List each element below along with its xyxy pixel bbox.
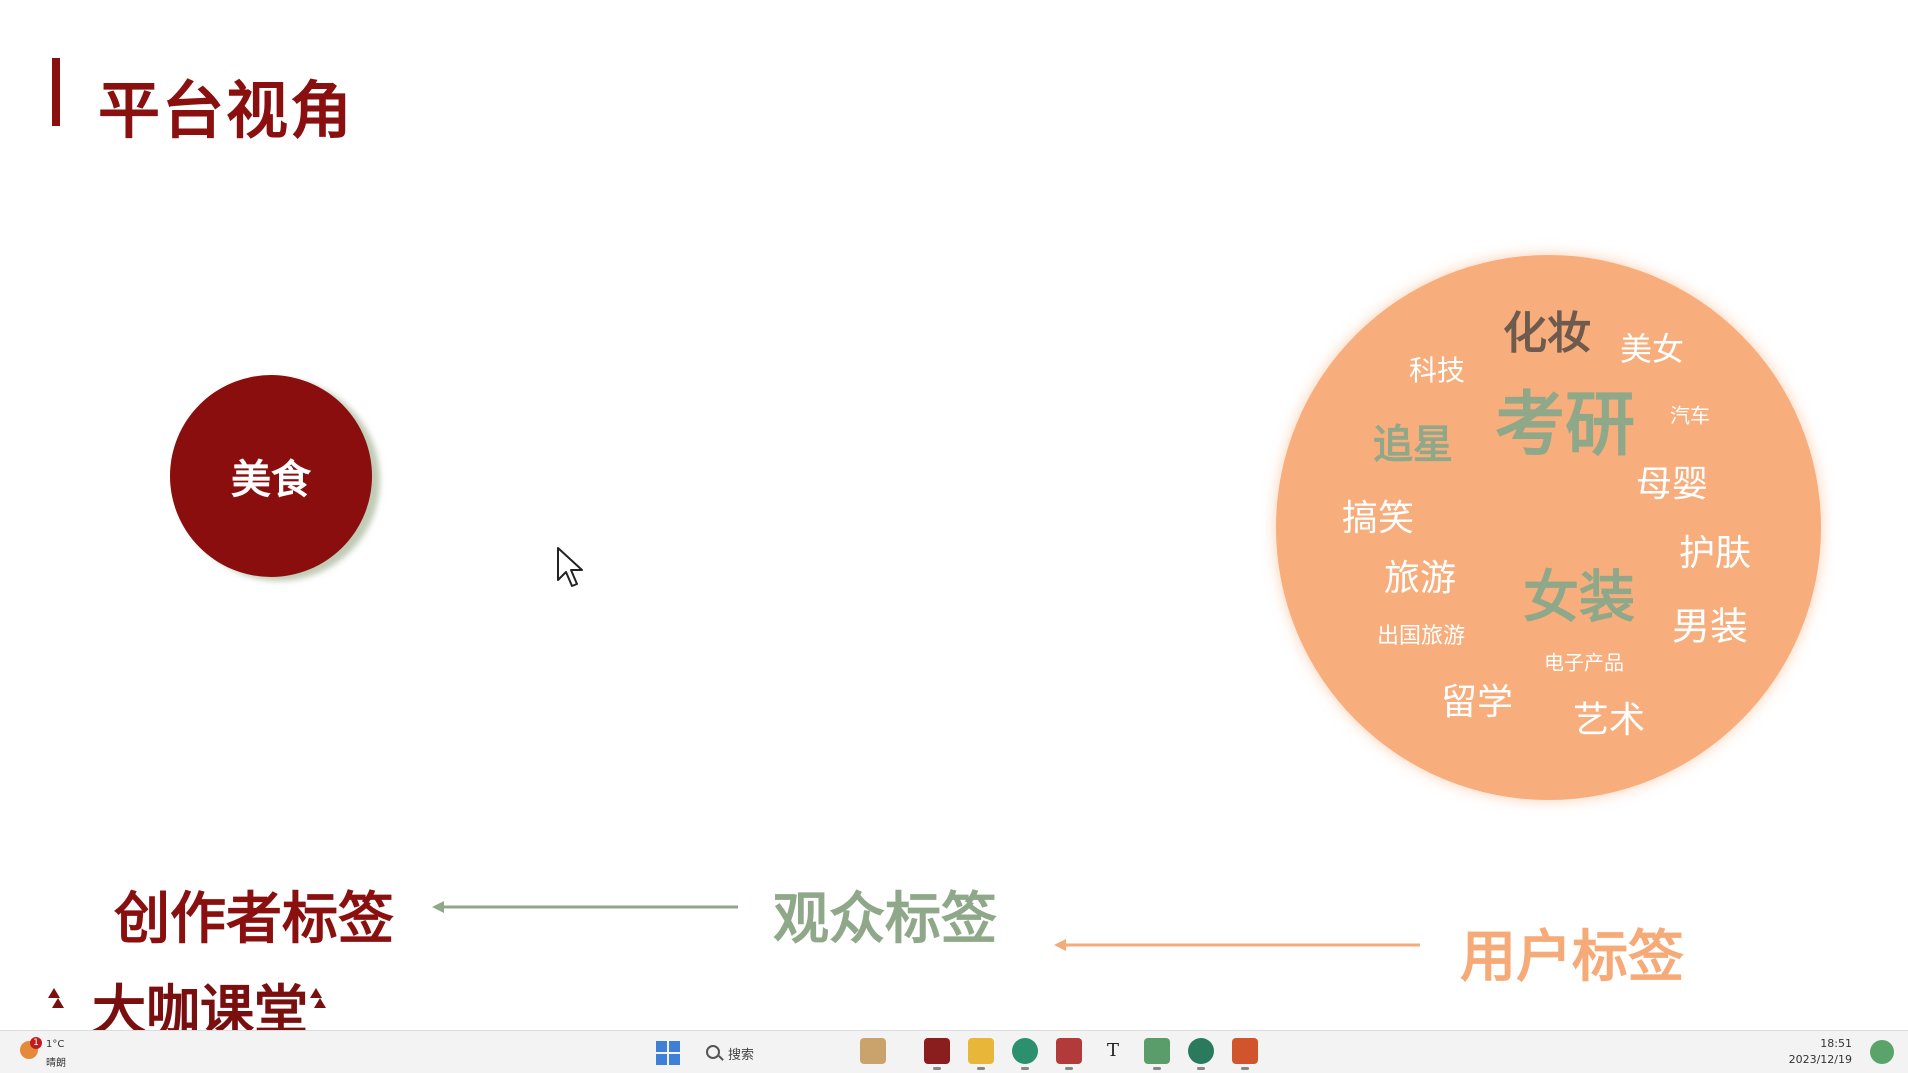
creator-tags-label: 创作者标签: [114, 887, 394, 952]
tag-cloud-word: 电子产品: [1544, 650, 1624, 675]
edge-browser-icon[interactable]: [1012, 1038, 1038, 1070]
tag-cloud-word: 汽车: [1670, 403, 1710, 428]
weather-condition: 晴朗: [46, 1058, 66, 1069]
slide-title: 平台视角: [98, 74, 355, 147]
search-placeholder: 搜索: [728, 1048, 755, 1063]
tag-cloud-word: 男装: [1671, 604, 1749, 649]
user-tags-label: 用户标签: [1460, 925, 1684, 990]
tag-cloud-word: 女装: [1523, 565, 1635, 631]
user-tag-cloud-circle: [1276, 255, 1821, 800]
tag-cloud-word: 留学: [1440, 682, 1514, 723]
clock-time: 18:51: [1820, 1037, 1852, 1050]
powerpoint-app-icon[interactable]: [1232, 1038, 1258, 1070]
taskbar-clock[interactable]: 18:51 2023/12/19: [1780, 1037, 1852, 1066]
terminal-app-icon[interactable]: [924, 1038, 950, 1070]
copilot-icon[interactable]: [1870, 1040, 1894, 1064]
weather-temperature: 1°C: [46, 1039, 65, 1050]
tag-cloud-word: 化妆: [1503, 308, 1591, 359]
tag-cloud-word: 追星: [1373, 422, 1453, 468]
search-icon: [706, 1045, 720, 1059]
creator-tag-circle: 美食: [170, 375, 372, 577]
tag-cloud-word: 搞笑: [1341, 498, 1415, 539]
tag-cloud-word: 美女: [1619, 330, 1685, 368]
tag-cloud-word: 护肤: [1678, 533, 1752, 574]
arrow-head-audience: [1054, 939, 1066, 951]
start-icon-quadrant: [669, 1041, 680, 1052]
start-button[interactable]: [656, 1041, 680, 1065]
presentation-slide: 平台视角 美食 化妆 美女科技 考研 汽车追星母婴搞笑护肤旅游 女装 男装 出国旅游电子产品…: [48, 58, 1821, 1052]
taskbar: 1 1°C 晴朗 搜索 T 18:51 2023/12/19: [0, 1030, 1908, 1073]
tag-cloud-word: 母婴: [1635, 464, 1709, 505]
mouse-cursor-icon: [557, 547, 583, 587]
audience-tags-label: 观众标签: [773, 887, 997, 952]
title-accent-bar: [52, 58, 60, 126]
toolbox-app-icon[interactable]: [1056, 1038, 1082, 1070]
taskbar-search[interactable]: 搜索: [702, 1039, 852, 1065]
tag-cloud-word: 旅游: [1383, 558, 1457, 599]
weather-widget[interactable]: 1 1°C 晴朗: [14, 1037, 94, 1069]
file-explorer-icon[interactable]: [968, 1038, 994, 1070]
notepad-app-icon[interactable]: [1144, 1038, 1170, 1070]
edge-dev-icon[interactable]: [1188, 1038, 1214, 1070]
tag-cloud-word: 出国旅游: [1376, 624, 1466, 649]
weather-badge: 1: [30, 1037, 42, 1049]
tag-cloud-word: 考研: [1495, 383, 1635, 466]
arrow-head-creator: [432, 901, 444, 913]
clock-date: 2023/12/19: [1788, 1053, 1852, 1066]
tag-cloud-word: 艺术: [1572, 700, 1646, 741]
tag-cloud-word: 科技: [1408, 354, 1466, 387]
start-icon-quadrant: [656, 1041, 667, 1052]
start-icon-quadrant: [669, 1054, 680, 1065]
gallery-app-icon[interactable]: [860, 1038, 886, 1064]
typora-app-icon[interactable]: T: [1106, 1040, 1119, 1061]
start-icon-quadrant: [656, 1054, 667, 1065]
creator-tag-label: 美食: [231, 457, 311, 503]
